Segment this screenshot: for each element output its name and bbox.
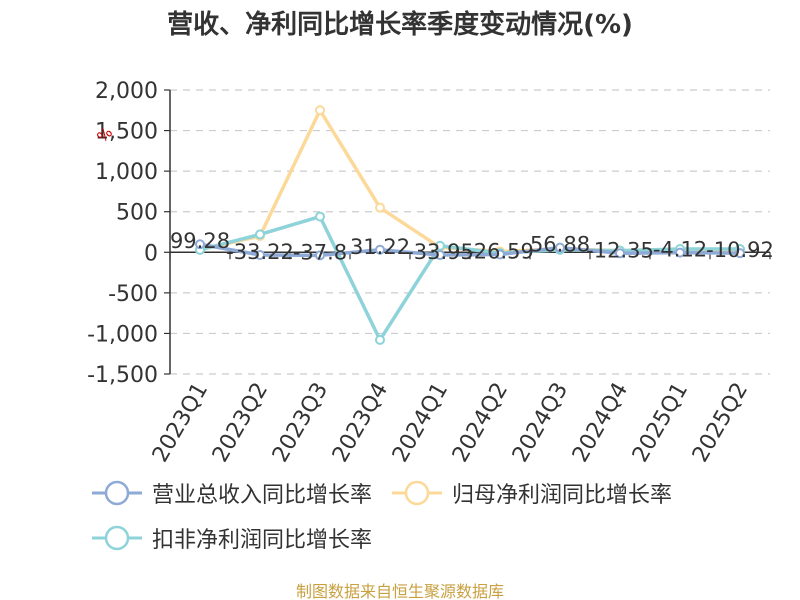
x-tick-label: 2025Q2 [688, 379, 753, 467]
x-tick-label: 2023Q1 [148, 379, 213, 467]
data-point [615, 248, 625, 259]
source-note: 制图数据来自恒生聚源数据库 [295, 582, 504, 600]
legend-line-circle-icon [92, 480, 142, 506]
x-tick-label: 2024Q2 [448, 379, 513, 467]
data-label: -33.95 [406, 240, 474, 264]
data-label: -26.59 [466, 239, 534, 263]
series-line [199, 108, 741, 254]
data-label: 31.22 [350, 235, 410, 259]
chart-title: 营收、净利同比增长率季度变动情况(%) [167, 10, 633, 40]
data-label: 99.28 [170, 229, 230, 253]
legend-label: 营业总收入同比增长率 [152, 483, 373, 508]
data-label: 56.88 [530, 233, 590, 257]
y-tick-label: 1,000 [95, 160, 158, 185]
data-point [315, 250, 325, 261]
data-point [435, 250, 445, 261]
legend-label: 扣非净利润同比增长率 [152, 528, 373, 553]
data-point [495, 249, 505, 260]
x-tick-label: 2024Q3 [508, 379, 573, 467]
data-label: -4.12 [653, 238, 707, 262]
data-point [315, 211, 325, 222]
data-point [735, 248, 745, 259]
data-label: -37.8 [293, 240, 347, 264]
x-tick-label: 2024Q4 [568, 379, 633, 467]
x-tick-label: 2023Q2 [208, 379, 273, 467]
x-tick-label: 2024Q1 [388, 379, 453, 467]
data-point [435, 240, 445, 251]
x-tick-label: 2023Q4 [328, 379, 393, 467]
data-label: -33.22 [226, 240, 294, 264]
data-point [675, 247, 685, 258]
y-tick-label: 2,000 [95, 79, 158, 104]
chart-legend: 营业总收入同比增长率 归母净利润同比增长率扣非净利润同比增长率 [92, 478, 772, 553]
data-point [315, 105, 325, 116]
data-point [375, 202, 385, 213]
data-point [375, 244, 385, 255]
y-tick-label: -1,000 [87, 322, 158, 347]
y-tick-label: -1,500 [87, 363, 158, 388]
y-tick-label: -500 [108, 282, 158, 307]
series-line [199, 242, 741, 258]
x-tick-label: 2023Q3 [268, 379, 333, 467]
legend-item[interactable]: 扣非净利润同比增长率 [92, 523, 372, 553]
legend-item[interactable]: 归母净利润同比增长率 [392, 478, 672, 508]
legend-line-circle-icon [392, 480, 443, 506]
legend-line-circle-icon [92, 525, 142, 551]
data-point [375, 334, 385, 345]
y-tick-label: 500 [116, 201, 158, 226]
x-tick-label: 2025Q1 [628, 379, 693, 467]
data-point [195, 239, 205, 250]
legend-label: 归母净利润同比增长率 [452, 483, 673, 508]
data-point [555, 242, 565, 253]
data-label: -10.92 [706, 238, 774, 262]
legend-item[interactable]: 营业总收入同比增长率 [92, 478, 372, 508]
y-tick-label: 0 [144, 241, 158, 266]
data-label: -12.35 [586, 238, 654, 262]
data-point [255, 229, 265, 240]
y-tick-label: 1,500 [95, 120, 158, 145]
series-line [199, 214, 740, 342]
data-point [255, 249, 265, 260]
